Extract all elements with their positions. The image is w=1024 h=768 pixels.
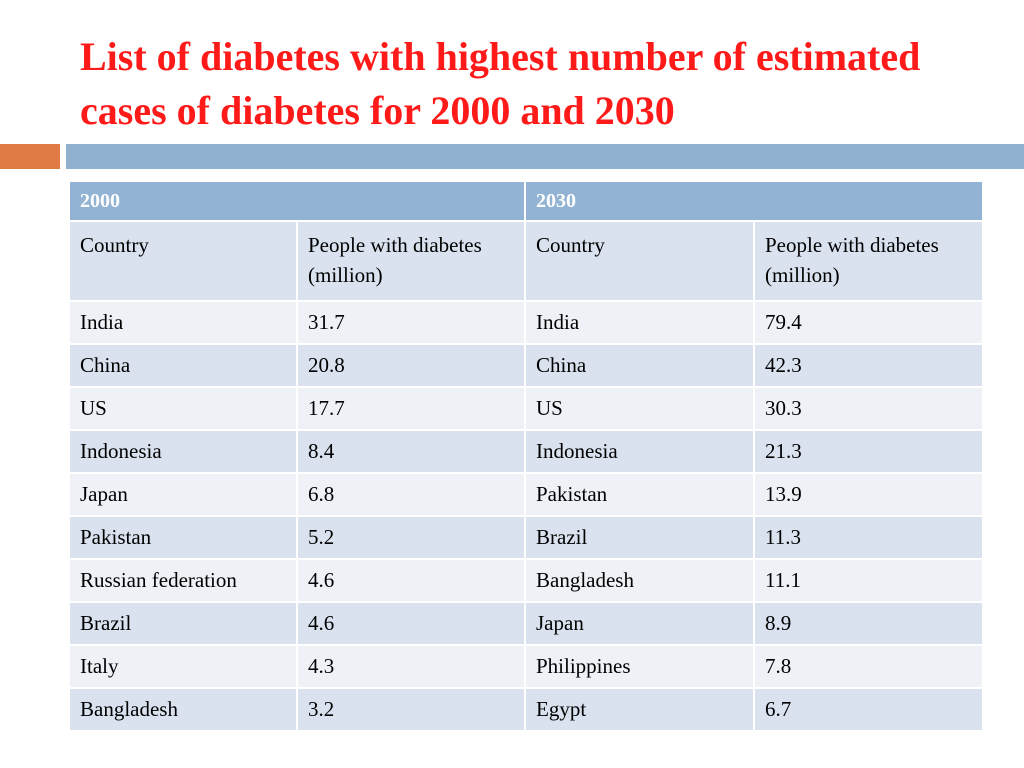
cell-country-2030: China (524, 343, 755, 388)
cell-country-2030: Japan (524, 601, 755, 646)
cell-people-2030: 79.4 (753, 300, 984, 345)
cell-people-2000: 4.3 (296, 644, 526, 689)
group-header-2030: 2030 (524, 180, 984, 222)
table-row: China 20.8 China 42.3 (68, 343, 984, 388)
cell-people-2000: 5.2 (296, 515, 526, 560)
table-row: US 17.7 US 30.3 (68, 386, 984, 431)
table-row: Pakistan 5.2 Brazil 11.3 (68, 515, 984, 560)
cell-country-2000: India (68, 300, 298, 345)
cell-country-2000: Japan (68, 472, 298, 517)
accent-bar-blue (66, 144, 1024, 169)
cell-country-2030: Brazil (524, 515, 755, 560)
group-header-row: 2000 2030 (68, 180, 984, 222)
column-header-people-2030: People with diabetes (million) (753, 220, 984, 302)
cell-people-2000: 4.6 (296, 601, 526, 646)
cell-people-2030: 8.9 (753, 601, 984, 646)
cell-people-2030: 6.7 (753, 687, 984, 732)
cell-country-2030: Philippines (524, 644, 755, 689)
cell-country-2030: India (524, 300, 755, 345)
column-header-people-2000: People with diabetes (million) (296, 220, 526, 302)
cell-people-2000: 6.8 (296, 472, 526, 517)
cell-people-2030: 11.1 (753, 558, 984, 603)
column-header-row: Country People with diabetes (million) C… (68, 220, 984, 302)
table-row: Brazil 4.6 Japan 8.9 (68, 601, 984, 646)
cell-country-2000: Russian federation (68, 558, 298, 603)
cell-country-2030: Egypt (524, 687, 755, 732)
cell-people-2030: 13.9 (753, 472, 984, 517)
cell-country-2000: Italy (68, 644, 298, 689)
cell-people-2000: 31.7 (296, 300, 526, 345)
slide-title: List of diabetes with highest number of … (80, 34, 921, 133)
cell-people-2000: 8.4 (296, 429, 526, 474)
cell-people-2000: 3.2 (296, 687, 526, 732)
column-header-country-2000: Country (68, 220, 298, 302)
table-row: Russian federation 4.6 Bangladesh 11.1 (68, 558, 984, 603)
cell-country-2000: Brazil (68, 601, 298, 646)
cell-country-2000: China (68, 343, 298, 388)
cell-country-2030: Pakistan (524, 472, 755, 517)
group-header-2000: 2000 (68, 180, 526, 222)
table-row: Japan 6.8 Pakistan 13.9 (68, 472, 984, 517)
cell-people-2000: 4.6 (296, 558, 526, 603)
cell-country-2000: Pakistan (68, 515, 298, 560)
cell-country-2030: US (524, 386, 755, 431)
column-header-country-2030: Country (524, 220, 755, 302)
diabetes-table: 2000 2030 Country People with diabetes (… (68, 180, 984, 732)
cell-people-2030: 7.8 (753, 644, 984, 689)
cell-people-2030: 30.3 (753, 386, 984, 431)
cell-people-2000: 20.8 (296, 343, 526, 388)
cell-country-2000: US (68, 386, 298, 431)
table-row: Bangladesh 3.2 Egypt 6.7 (68, 687, 984, 732)
accent-bar-orange (0, 144, 60, 169)
cell-country-2030: Indonesia (524, 429, 755, 474)
table-row: India 31.7 India 79.4 (68, 300, 984, 345)
cell-country-2000: Indonesia (68, 429, 298, 474)
cell-country-2030: Bangladesh (524, 558, 755, 603)
diabetes-table-container: 2000 2030 Country People with diabetes (… (68, 180, 984, 732)
table-row: Indonesia 8.4 Indonesia 21.3 (68, 429, 984, 474)
cell-country-2000: Bangladesh (68, 687, 298, 732)
cell-people-2000: 17.7 (296, 386, 526, 431)
table-row: Italy 4.3 Philippines 7.8 (68, 644, 984, 689)
cell-people-2030: 11.3 (753, 515, 984, 560)
cell-people-2030: 21.3 (753, 429, 984, 474)
cell-people-2030: 42.3 (753, 343, 984, 388)
